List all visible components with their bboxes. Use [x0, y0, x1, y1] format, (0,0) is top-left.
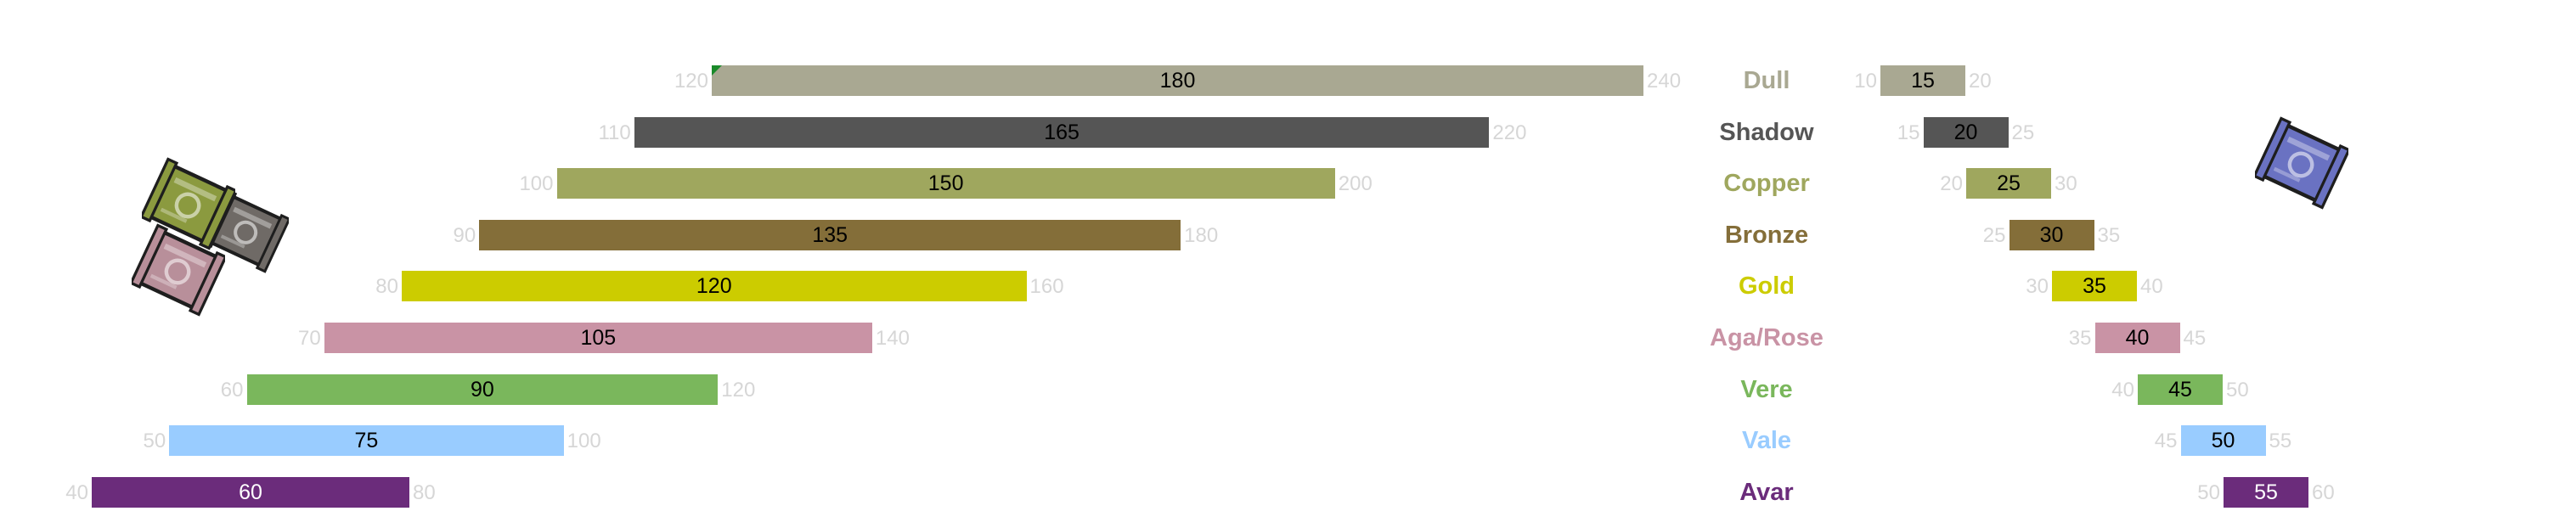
small-bar-value-label: 15: [1911, 69, 1935, 93]
small-bar-aga-rose: [2094, 323, 2180, 353]
bar-aga-rose: [324, 323, 872, 353]
tier-label-shadow: Shadow: [1719, 119, 1814, 146]
bar-max-label: 180: [1184, 224, 1219, 247]
bar-bronze: [479, 220, 1181, 250]
bar-max-label: 220: [1492, 121, 1527, 144]
small-bar-min-label: 15: [1897, 121, 1920, 144]
small-bar-value-label: 20: [1953, 121, 1978, 144]
bar-value-label: 120: [696, 274, 732, 298]
bar-value-label: 75: [354, 429, 379, 452]
bar-min-label: 100: [519, 172, 554, 195]
olive-scroll-icon: [142, 157, 235, 250]
tier-label-avar: Avar: [1739, 479, 1794, 506]
small-bar-gold: [2052, 271, 2137, 301]
small-bar-min-label: 40: [2111, 379, 2134, 402]
bar-min-label: 90: [453, 224, 476, 247]
tier-label-gold: Gold: [1738, 272, 1795, 300]
bar-min-label: 70: [298, 327, 321, 350]
bar-value-label: 165: [1044, 121, 1079, 144]
small-bar-shadow: [1923, 117, 2009, 148]
bar-min-label: 40: [65, 481, 88, 504]
small-bar-min-label: 20: [1940, 172, 1963, 195]
bar-dull: [712, 65, 1643, 96]
bar-min-label: 110: [598, 121, 631, 144]
bar-max-label: 160: [1029, 275, 1064, 298]
small-bar-dull: [1880, 65, 1965, 96]
bar-min-label: 60: [220, 379, 244, 402]
small-bar-max-label: 35: [2097, 224, 2121, 247]
bar-value-label: 135: [812, 223, 848, 247]
small-bar-bronze: [2009, 220, 2094, 250]
bar-vale: [169, 425, 564, 456]
small-bar-value-label: 50: [2211, 429, 2235, 452]
bar-gold: [402, 271, 1027, 301]
tier-label-bronze: Bronze: [1724, 222, 1809, 249]
small-bar-min-label: 35: [2068, 327, 2092, 350]
small-bar-min-label: 30: [2026, 275, 2049, 298]
bar-value-label: 60: [239, 480, 262, 504]
pink-scroll-icon: [132, 223, 225, 317]
small-bar-value-label: 35: [2083, 274, 2106, 298]
bar-max-label: 200: [1338, 172, 1373, 195]
bar-min-label: 50: [143, 430, 166, 452]
tier-label-copper: Copper: [1723, 170, 1810, 197]
bar-value-label: 180: [1159, 69, 1196, 93]
tier-label-vere: Vere: [1740, 376, 1793, 403]
small-bar-copper: [1966, 168, 2051, 199]
bar-avar: [92, 477, 409, 508]
bar-max-label: 240: [1647, 70, 1682, 93]
bar-max-label: 140: [875, 327, 910, 350]
tier-label-aga-rose: Aga/Rose: [1710, 324, 1823, 351]
bar-min-label: 80: [375, 275, 398, 298]
bar-value-label: 90: [470, 378, 494, 402]
small-bar-max-label: 50: [2226, 379, 2249, 402]
tier-label-dull: Dull: [1743, 67, 1790, 94]
small-bar-min-label: 25: [1982, 224, 2006, 247]
small-bar-min-label: 45: [2154, 430, 2178, 452]
small-bar-max-label: 25: [2011, 121, 2035, 144]
small-bar-max-label: 30: [2055, 172, 2077, 195]
bar-min-label: 120: [674, 70, 708, 93]
small-bar-vere: [2138, 374, 2223, 405]
bar-shadow: [634, 117, 1490, 148]
small-bar-value-label: 25: [1997, 171, 2021, 195]
small-bar-max-label: 40: [2140, 275, 2163, 298]
bar-copper: [556, 168, 1335, 199]
small-bar-min-label: 50: [2197, 481, 2220, 504]
small-bar-max-label: 60: [2312, 481, 2335, 504]
small-bar-value-label: 45: [2168, 378, 2192, 402]
small-bar-vale: [2180, 425, 2266, 456]
small-bar-value-label: 30: [2039, 223, 2064, 247]
small-bar-max-label: 55: [2269, 430, 2292, 452]
bar-max-label: 80: [413, 481, 436, 504]
blue-scroll-icon: [2255, 116, 2348, 210]
bar-max-label: 120: [721, 379, 756, 402]
bar-max-label: 100: [566, 430, 601, 452]
small-bar-value-label: 55: [2254, 480, 2278, 504]
small-bar-max-label: 20: [1969, 70, 1992, 93]
tier-label-vale: Vale: [1741, 427, 1792, 454]
bar-vere: [246, 374, 719, 405]
small-bar-avar: [2224, 477, 2308, 508]
small-bar-value-label: 40: [2125, 326, 2150, 350]
small-bar-min-label: 10: [1854, 70, 1877, 93]
bar-value-label: 105: [580, 326, 617, 350]
bar-value-label: 150: [927, 171, 964, 195]
corner-marker-icon: [712, 65, 722, 76]
small-bar-max-label: 45: [2183, 327, 2207, 350]
